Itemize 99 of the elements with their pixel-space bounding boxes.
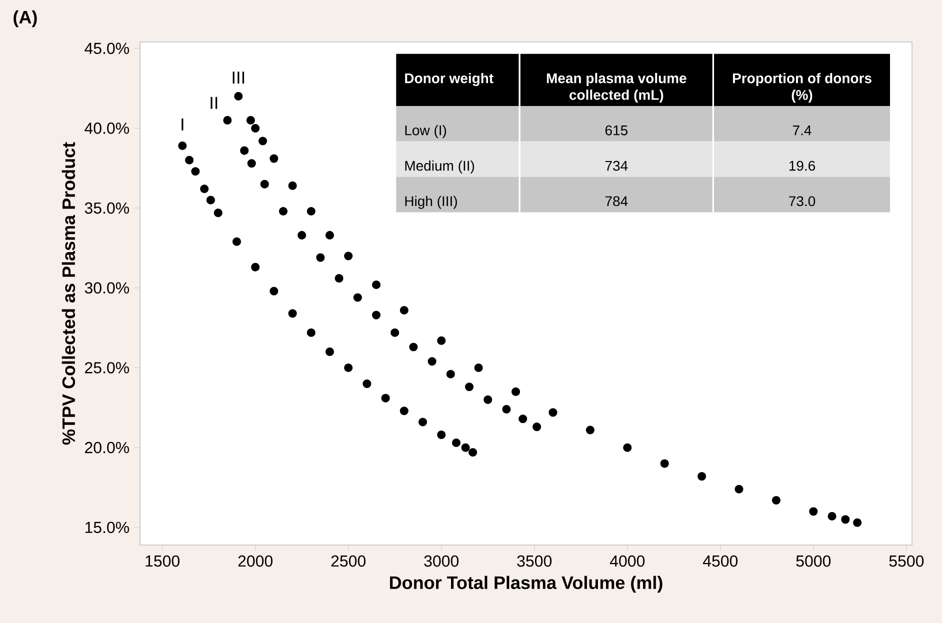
annotation: Medium (II) [405, 160, 474, 174]
point [461, 443, 470, 452]
point [344, 363, 353, 372]
point [586, 426, 594, 434]
point [232, 237, 242, 246]
point [518, 414, 528, 424]
point [234, 92, 243, 101]
point [334, 274, 344, 283]
point [288, 309, 297, 318]
y-axis-title: %TPV Collected as Plasma Product [62, 142, 76, 445]
point [214, 208, 222, 218]
annotation: Donor weight [405, 72, 494, 86]
point [502, 404, 511, 414]
y-tick-label: 35.0% [84, 202, 130, 214]
point [465, 382, 474, 392]
point [452, 438, 461, 448]
point [258, 136, 268, 146]
x-tick-label: 2000 [238, 555, 273, 567]
point [325, 348, 334, 356]
point [390, 328, 400, 337]
annotation: II [210, 96, 218, 109]
point [548, 408, 558, 417]
x-tick-label: 1500 [146, 555, 180, 567]
point [828, 512, 836, 521]
point [298, 230, 306, 240]
point [206, 196, 215, 204]
point [278, 206, 288, 216]
point [223, 116, 232, 125]
point [428, 357, 436, 366]
x-tick-label: 4000 [610, 555, 645, 567]
point [288, 181, 297, 190]
point [240, 146, 249, 155]
point [362, 379, 372, 388]
point [512, 387, 520, 396]
point [484, 395, 492, 404]
point [185, 156, 194, 164]
point [772, 496, 780, 505]
annotation: 73.0 [789, 196, 816, 206]
point [251, 262, 260, 272]
x-axis-title: Donor Total Plasma Volume (ml) [390, 576, 662, 593]
point [400, 306, 408, 315]
point [306, 206, 316, 216]
point [853, 518, 862, 527]
x-tick-label: 4500 [702, 555, 738, 567]
point [698, 472, 706, 481]
point [532, 422, 542, 432]
annotation: Mean plasma volume collected (mL) [546, 72, 686, 103]
point [841, 515, 850, 524]
y-tick-label: 30.0% [84, 282, 130, 294]
annotation: High (III) [405, 196, 457, 209]
point [381, 394, 390, 402]
x-tick-label: 3500 [517, 555, 552, 567]
point [251, 124, 260, 132]
point [306, 328, 316, 337]
point [246, 116, 255, 125]
point [809, 507, 818, 516]
y-tick-label: 40.0% [84, 122, 130, 134]
point [200, 184, 209, 194]
point [270, 286, 278, 296]
point [372, 280, 381, 289]
annotation: 615 [605, 125, 628, 136]
point [372, 310, 381, 320]
point [353, 293, 362, 302]
x-tick-label: 2500 [331, 555, 366, 567]
annotation: Low (I) [405, 125, 446, 138]
annotation: I [182, 118, 184, 130]
annotation: III [232, 72, 244, 84]
annotation: 784 [605, 196, 628, 206]
point [191, 167, 200, 176]
point [446, 370, 455, 378]
point [247, 159, 256, 168]
y-tick-label: 15.0% [85, 522, 130, 534]
point [418, 418, 428, 426]
point [344, 252, 353, 260]
y-tick-label: 20.0% [85, 442, 130, 454]
point [270, 154, 278, 163]
y-tick-label: 25.0% [85, 362, 130, 374]
point [437, 336, 446, 345]
y-tick-label: 45.0% [84, 42, 130, 54]
point [660, 459, 669, 468]
point [468, 448, 478, 457]
annotation: 734 [605, 160, 628, 171]
point [623, 443, 632, 452]
point [325, 230, 334, 240]
point [316, 253, 325, 262]
point [734, 484, 744, 494]
x-tick-label: 5500 [889, 555, 924, 567]
point [400, 406, 408, 416]
annotation: 7.4 [793, 126, 812, 136]
point [260, 180, 269, 188]
text: (A) [14, 10, 37, 28]
annotation: 19.6 [789, 160, 816, 171]
point [409, 342, 418, 352]
x-tick-label: 3000 [424, 555, 459, 567]
point [474, 363, 483, 372]
point [437, 430, 446, 440]
annotation: Proportion of donors (%) [732, 72, 872, 103]
point [178, 142, 187, 150]
x-tick-label: 5000 [796, 555, 831, 567]
